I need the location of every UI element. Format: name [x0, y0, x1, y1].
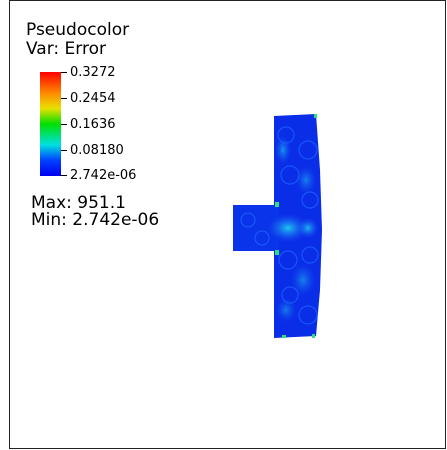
legend-tick-label: 0.08180 — [70, 143, 124, 158]
visualization-window[interactable] — [9, 0, 446, 449]
legend-tick — [61, 98, 67, 99]
legend-tick-label: 2.742e-06 — [70, 168, 137, 183]
min-value-label: Min: 2.742e-06 — [31, 210, 160, 230]
legend-tick — [61, 72, 67, 73]
plot-title: Pseudocolor — [26, 20, 130, 40]
legend-tick-label: 0.1636 — [70, 117, 116, 132]
legend-tick — [61, 150, 67, 151]
legend-tick — [61, 124, 67, 125]
legend-tick — [61, 175, 67, 176]
legend-tick-label: 0.3272 — [70, 65, 116, 80]
max-value-label: Max: 951.1 — [31, 193, 126, 213]
color-legend-bar — [40, 72, 61, 176]
mesh-plot[interactable] — [228, 110, 328, 342]
legend-tick-label: 0.2454 — [70, 91, 116, 106]
variable-label: Var: Error — [26, 39, 106, 59]
